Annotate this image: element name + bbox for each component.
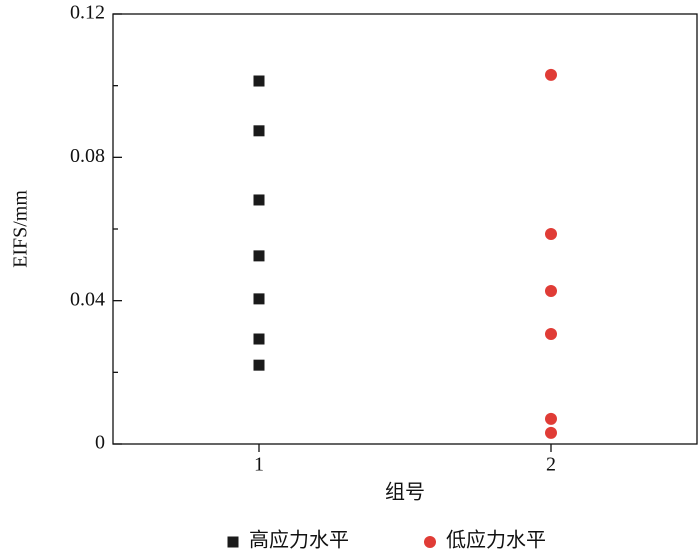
point <box>253 125 265 137</box>
y-tick-label: 0 <box>95 432 105 454</box>
point <box>253 75 265 87</box>
legend-marker <box>424 536 436 548</box>
y-tick-label: 0.08 <box>70 145 105 167</box>
y-tick-label: 0.12 <box>70 2 105 24</box>
y-tick-label: 0.04 <box>70 288 105 310</box>
plot-frame <box>112 13 698 445</box>
y-axis-label: EIFS/mm <box>10 190 32 268</box>
x-axis-label: 组号 <box>385 481 425 504</box>
point <box>545 68 557 81</box>
legend-label: 高应力水平 <box>249 529 349 552</box>
point <box>253 359 265 371</box>
legend-marker <box>227 536 239 548</box>
point <box>253 333 265 345</box>
point <box>545 228 557 241</box>
point <box>545 327 557 340</box>
point <box>253 293 265 305</box>
point <box>545 284 557 297</box>
x-tick-label: 2 <box>546 454 556 476</box>
point <box>253 250 265 262</box>
point <box>253 194 265 206</box>
x-tick-label: 1 <box>254 454 264 476</box>
legend-label: 低应力水平 <box>446 529 546 552</box>
point <box>545 426 557 439</box>
point <box>545 412 557 425</box>
